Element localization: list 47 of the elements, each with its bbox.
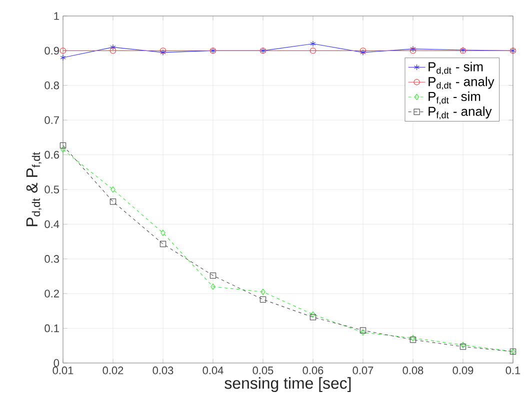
x-tick-label: 0.08 [402,366,424,374]
point [360,329,366,336]
point [60,142,66,149]
point [310,40,316,47]
point [110,48,116,54]
point [310,311,316,318]
point [110,44,116,50]
x-tick-label: 0.1 [506,366,520,374]
point [60,54,66,61]
legend-label: P$_{d,dt}$ - analy [428,76,494,90]
x-tick-label: 0.09 [452,366,474,374]
y-tick-label: 0.7 [44,116,59,124]
point [310,314,316,320]
x-tick-label: 0.03 [152,366,174,374]
y-tick-label: 0.2 [44,290,59,298]
y-tick-label: 0.4 [44,220,60,228]
point [260,288,266,295]
point [60,146,66,153]
y-tick-label: 0.3 [44,255,59,263]
y-tick-label: 0.6 [44,150,59,159]
point [110,186,116,193]
point [360,327,366,334]
y-axis-title: P$_{d,dt}$ & P$_{f,dt}$ [26,152,42,226]
legend-label: P$_{d,dt}$ - sim [428,62,483,75]
y-tick-label: 0.9 [44,46,59,55]
legend-label: P$_{f,dt}$ - sim [428,92,480,105]
y-tick-label: 0 [54,359,60,367]
x-axis-title: sensing time [sec] [224,377,351,392]
point [160,240,166,248]
x-tick-label: 0.06 [302,366,324,374]
x-tick-label: 0.05 [252,366,274,374]
point [310,48,316,54]
point [260,296,266,303]
y-tick-label: 0.5 [44,186,60,194]
point [110,198,116,205]
x-tick-label: 0.02 [102,366,124,374]
y-tick-label: 1 [54,12,59,20]
point [60,48,66,54]
legend-label: P$_{f,dt}$ - analy [428,106,492,120]
y-tick-label: 0.8 [44,82,59,90]
point [160,230,166,236]
point [210,284,216,290]
x-tick-label: 0.04 [202,366,224,374]
x-tick-label: 0.01 [52,366,74,374]
y-tick-label: 0.1 [44,324,59,332]
point [210,272,216,279]
x-tick-label: 0.07 [352,366,374,374]
